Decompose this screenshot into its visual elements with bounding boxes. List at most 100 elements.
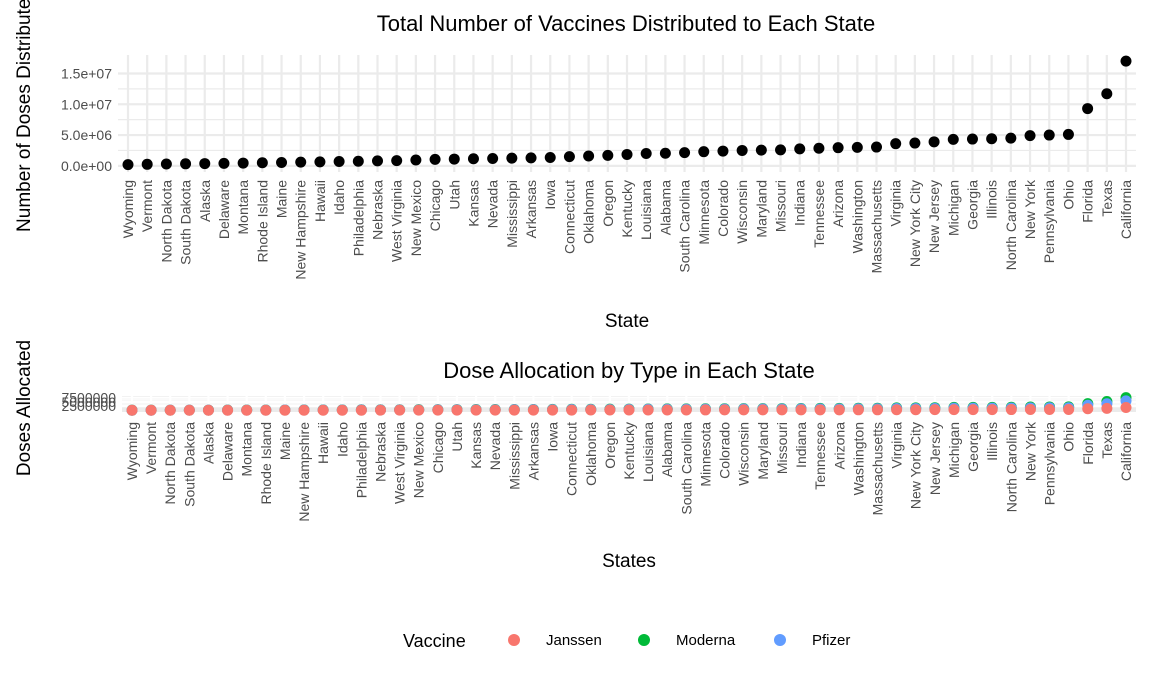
- data-point: [986, 133, 998, 145]
- data-point-janssen: [910, 404, 922, 416]
- x-tick-label: Philadelphia: [353, 422, 369, 498]
- x-tick-label: Virginia: [888, 180, 904, 227]
- x-tick-label: New Mexico: [408, 180, 424, 256]
- x-tick-label: Alabama: [657, 180, 673, 235]
- x-tick-label: Indiana: [792, 180, 808, 226]
- data-point-janssen: [451, 404, 463, 416]
- legend-label-pfizer: Pfizer: [812, 632, 850, 649]
- x-tick-label: Michigan: [946, 422, 962, 478]
- x-tick-label: Vermont: [139, 180, 155, 232]
- data-point: [1024, 130, 1036, 142]
- data-point: [467, 153, 479, 165]
- data-point-janssen: [604, 404, 616, 416]
- data-point: [928, 136, 940, 148]
- x-tick-label: Alaska: [197, 180, 213, 222]
- x-tick-label: Alabama: [659, 422, 675, 477]
- y-tick-label: 1.0e+07: [61, 96, 112, 112]
- data-point: [583, 150, 595, 162]
- data-point-janssen: [375, 404, 386, 416]
- y-axis-label: Number of Doses Distributed: [14, 0, 35, 232]
- data-point: [851, 141, 863, 153]
- data-point-janssen: [623, 404, 635, 416]
- x-tick-label: New Hampshire: [293, 180, 309, 280]
- data-point: [966, 133, 978, 145]
- data-point: [1005, 132, 1017, 144]
- x-tick-label: Idaho: [334, 422, 350, 457]
- x-tick-label: Oregon: [600, 180, 616, 227]
- x-tick-label: Michigan: [945, 180, 961, 236]
- x-tick-label: Philadelphia: [350, 180, 366, 256]
- data-point: [180, 158, 192, 170]
- data-point-janssen: [1082, 403, 1094, 415]
- data-point-janssen: [394, 404, 406, 416]
- data-point-janssen: [202, 404, 214, 416]
- data-point: [199, 158, 211, 170]
- x-tick-label: Maine: [277, 422, 293, 460]
- x-tick-label: Louisiana: [638, 180, 654, 240]
- data-point-janssen: [566, 404, 578, 416]
- x-tick-label: Massachusetts: [869, 180, 885, 273]
- x-tick-label: Louisiana: [640, 422, 656, 482]
- x-tick-label: Wisconsin: [734, 180, 750, 244]
- data-point-janssen: [699, 404, 711, 416]
- x-tick-label: Oklahoma: [581, 180, 597, 244]
- x-tick-label: Wyoming: [124, 422, 140, 480]
- data-point-janssen: [1063, 403, 1075, 415]
- data-point: [621, 148, 633, 160]
- x-tick-label: Alaska: [200, 422, 216, 464]
- x-axis-label: States: [602, 551, 656, 572]
- data-point: [333, 156, 345, 168]
- x-tick-label: Missouri: [774, 422, 790, 474]
- x-tick-label: Oregon: [602, 422, 618, 469]
- data-point-janssen: [317, 404, 329, 416]
- x-tick-label: Nebraska: [373, 422, 389, 482]
- x-tick-label: Pennsylvania: [1041, 180, 1057, 263]
- x-tick-label: Florida: [1080, 180, 1096, 223]
- data-points: [122, 55, 1132, 171]
- x-tick-label: Idaho: [331, 180, 347, 215]
- chart-title: Dose Allocation by Type in Each State: [443, 358, 814, 383]
- x-tick-label: North Dakota: [162, 422, 178, 505]
- y-tick-label: 5000000: [61, 394, 116, 410]
- x-tick-label: Texas: [1099, 180, 1115, 217]
- data-point-janssen: [986, 404, 998, 416]
- x-tick-label: Chicago: [427, 180, 443, 232]
- data-point: [256, 157, 268, 169]
- data-point: [813, 142, 825, 154]
- data-point: [410, 154, 422, 166]
- data-point-janssen: [489, 404, 501, 416]
- x-tick-label: New York City: [908, 422, 924, 509]
- data-point-janssen: [1044, 403, 1056, 415]
- data-point: [871, 141, 882, 153]
- data-point: [218, 157, 230, 169]
- data-point-janssen: [967, 404, 979, 416]
- data-point-janssen: [738, 404, 750, 416]
- x-tick-label: Colorado: [715, 180, 731, 237]
- x-tick-label: Illinois: [984, 422, 1000, 461]
- data-point-janssen: [833, 404, 845, 416]
- data-point-janssen: [891, 404, 903, 416]
- y-tick-label: 1.5e+07: [61, 65, 112, 81]
- data-point-janssen: [776, 404, 788, 416]
- data-point-janssen: [642, 404, 654, 416]
- legend-label-janssen: Janssen: [546, 632, 602, 649]
- data-point: [525, 152, 537, 164]
- x-tick-label: Utah: [449, 422, 465, 452]
- x-tick-label: Missouri: [773, 180, 789, 232]
- data-point-janssen: [757, 404, 769, 416]
- x-tick-label: New Hampshire: [296, 422, 312, 522]
- data-point: [141, 158, 153, 170]
- data-point: [659, 147, 671, 159]
- data-point-janssen: [852, 404, 864, 416]
- data-point-janssen: [126, 404, 138, 416]
- data-point: [160, 158, 172, 170]
- x-tick-label: South Carolina: [677, 180, 693, 273]
- data-point: [1120, 55, 1132, 67]
- y-tick-label: 5.0e+06: [61, 127, 112, 143]
- data-point: [890, 138, 902, 150]
- data-point-janssen: [719, 404, 731, 416]
- data-point: [1062, 128, 1074, 140]
